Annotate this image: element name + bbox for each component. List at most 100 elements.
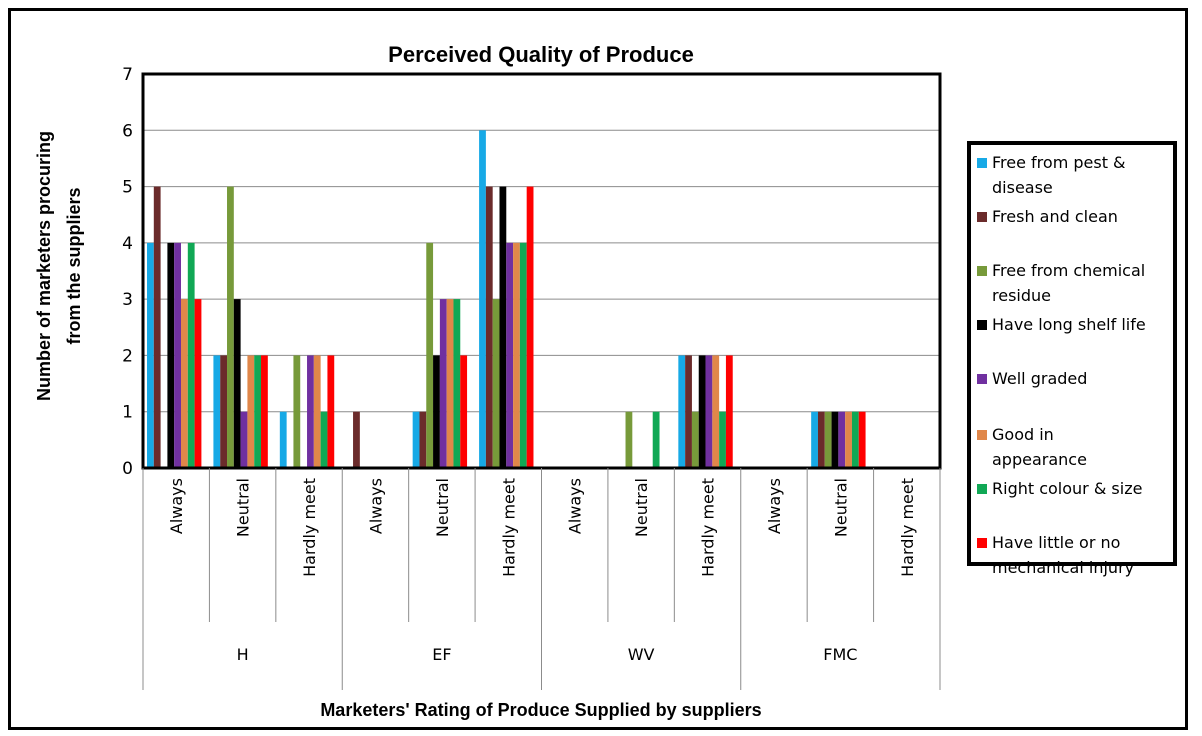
x-category-label: Always	[366, 478, 385, 534]
bar	[811, 411, 818, 468]
y-axis-label-line1: Number of marketers procuring	[34, 131, 54, 401]
y-tick-label: 2	[122, 346, 133, 366]
legend-swatch	[977, 484, 987, 494]
y-tick-label: 5	[122, 178, 133, 198]
bar	[446, 299, 454, 468]
legend-swatch	[977, 374, 987, 384]
bar	[705, 355, 713, 468]
bar	[233, 299, 241, 468]
bar	[320, 411, 328, 468]
legend-box	[967, 141, 1177, 566]
y-ticks: 0 1 2 3 4 5 6 7	[122, 65, 133, 479]
bar	[147, 242, 154, 468]
bar	[167, 242, 175, 468]
legend-label: Good in	[992, 425, 1054, 444]
legend-swatch	[977, 158, 987, 168]
y-axis-label-line2: from the suppliers	[64, 187, 84, 344]
x-category-label: Always	[566, 478, 585, 534]
bar	[513, 242, 520, 468]
bar	[181, 299, 188, 468]
legend-swatch	[977, 266, 987, 276]
x-axis-label: Marketers' Rating of Produce Supplied by…	[320, 700, 761, 720]
legend-swatch	[977, 430, 987, 440]
bar	[831, 411, 839, 468]
y-tick-label: 0	[122, 459, 133, 479]
legend-label: Have long shelf life	[992, 315, 1146, 334]
bar	[492, 299, 500, 468]
bar	[261, 355, 268, 468]
legend-label: Free from pest &	[992, 153, 1126, 172]
x-category-label: Neutral	[234, 478, 253, 537]
y-tick-label: 4	[122, 234, 133, 254]
legend-label: Well graded	[992, 369, 1087, 388]
bar	[698, 355, 706, 468]
legend-label: residue	[992, 286, 1051, 305]
x-group-label: EF	[432, 645, 451, 664]
bar	[485, 186, 493, 469]
bar	[439, 299, 447, 468]
legend-swatch	[977, 538, 987, 548]
chart-title: Perceived Quality of Produce	[388, 42, 694, 67]
x-category-label: Hardly meet	[699, 478, 718, 577]
bar	[652, 411, 660, 468]
legend-label: Have little or no	[992, 533, 1120, 552]
bar	[220, 355, 228, 468]
bar	[353, 411, 360, 468]
legend-label: appearance	[992, 450, 1087, 469]
bar	[279, 411, 287, 468]
x-category-label: Hardly meet	[300, 478, 319, 577]
x-category-label: Hardly meet	[499, 478, 518, 577]
bar	[824, 411, 832, 468]
x-group-label: H	[237, 645, 249, 664]
bar	[194, 299, 202, 468]
bar	[851, 411, 859, 468]
bar	[725, 355, 733, 468]
x-group-label: FMC	[823, 645, 857, 664]
bar	[845, 411, 852, 468]
x-category-label: Neutral	[632, 478, 651, 537]
bar	[327, 355, 335, 468]
bar	[858, 411, 866, 468]
bar	[412, 411, 420, 468]
bar	[293, 355, 301, 468]
x-category-label: Hardly meet	[898, 478, 917, 577]
legend-label: disease	[992, 178, 1053, 197]
bar	[691, 411, 699, 468]
x-group-label: WV	[628, 645, 655, 664]
legend-label: Free from chemical	[992, 261, 1145, 280]
x-category-label: Neutral	[831, 478, 850, 537]
bar	[625, 411, 633, 468]
bar	[712, 355, 720, 468]
bar	[526, 186, 534, 469]
bar	[174, 242, 181, 468]
x-category-label: Neutral	[433, 478, 452, 537]
bar	[685, 355, 692, 468]
legend-swatch	[977, 212, 987, 222]
bar	[240, 411, 248, 468]
legend-label: Fresh and clean	[992, 207, 1118, 226]
bar	[817, 411, 825, 468]
gridlines	[143, 129, 940, 413]
legend-label: mechanical injury	[992, 558, 1134, 577]
bar	[419, 411, 427, 468]
bar	[838, 411, 846, 468]
bar	[254, 355, 262, 468]
bar	[519, 242, 527, 468]
bar	[479, 130, 486, 469]
bar	[460, 355, 468, 468]
bar	[433, 355, 440, 468]
bar	[499, 186, 507, 469]
legend-swatch	[977, 320, 987, 330]
bar	[453, 299, 461, 468]
x-category-label: Always	[765, 478, 784, 534]
bar	[719, 411, 726, 468]
x-category-label: Always	[167, 478, 186, 534]
y-tick-label: 6	[122, 121, 133, 141]
bar	[213, 355, 221, 468]
bar	[307, 355, 314, 468]
bar	[506, 242, 514, 468]
bar	[678, 355, 686, 468]
legend-label: Right colour & size	[992, 479, 1142, 498]
y-tick-label: 1	[122, 403, 133, 423]
bar	[247, 355, 255, 468]
